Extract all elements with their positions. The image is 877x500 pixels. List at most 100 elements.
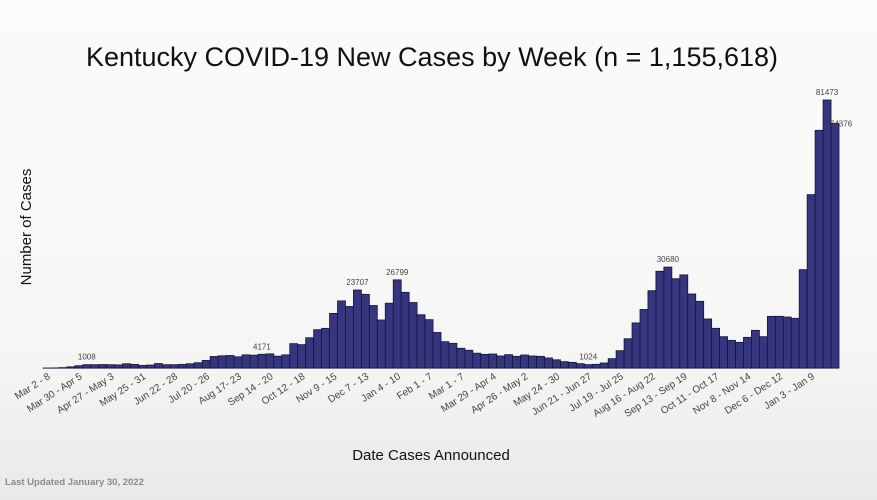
bar-week-74 — [631, 322, 641, 369]
bar-week-36 — [329, 312, 338, 369]
bar-week-68 — [583, 364, 593, 369]
bar-week-80 — [679, 274, 689, 369]
bar-week-18 — [185, 363, 195, 369]
bar-week-32 — [297, 344, 307, 369]
bar-week-69 — [591, 363, 601, 369]
bar-week-20 — [201, 360, 211, 369]
bar-week-75 — [639, 309, 649, 369]
bar-week-77 — [655, 270, 665, 369]
bar-week-26 — [249, 354, 259, 369]
bar-week-98 — [822, 99, 832, 369]
bar-week-9 — [114, 364, 123, 369]
bar-week-65 — [560, 361, 569, 369]
bar-week-63 — [544, 357, 553, 369]
bar-week-12 — [138, 364, 147, 369]
bar-week-43 — [384, 302, 394, 369]
bar-week-48 — [424, 319, 434, 369]
bar-week-3 — [66, 366, 76, 369]
bar-week-10 — [122, 363, 131, 369]
bar-week-25 — [241, 354, 251, 369]
bar-week-34 — [313, 329, 323, 369]
bar-week-35 — [321, 327, 330, 369]
data-label: 4171 — [253, 342, 271, 351]
bar-week-46 — [408, 302, 418, 369]
bar-week-57 — [496, 355, 506, 369]
bar-week-86 — [727, 339, 736, 369]
data-label: 26799 — [386, 268, 409, 277]
bar-week-92 — [774, 315, 784, 369]
bar-week-79 — [671, 278, 681, 369]
bar-week-29 — [273, 355, 283, 369]
bar-week-59 — [512, 355, 522, 369]
bar-week-14 — [154, 363, 163, 369]
bar-week-49 — [432, 332, 442, 369]
bar-week-6 — [90, 364, 100, 369]
bar-week-11 — [130, 363, 139, 369]
data-label: 30680 — [657, 255, 680, 264]
bar-week-72 — [615, 350, 625, 369]
bar-week-95 — [798, 269, 808, 369]
bar-week-52 — [456, 347, 466, 369]
bar-week-73 — [623, 338, 633, 369]
bar-week-89 — [751, 329, 760, 369]
bar-week-23 — [225, 355, 235, 369]
bar-week-40 — [360, 293, 370, 369]
bar-week-45 — [400, 291, 410, 369]
bar-week-28 — [265, 353, 275, 369]
bar-week-51 — [448, 342, 458, 369]
bar-week-83 — [703, 318, 713, 369]
chart-title: Kentucky COVID-19 New Cases by Week (n =… — [86, 42, 778, 72]
bar-week-39 — [353, 289, 362, 369]
data-label: 1008 — [78, 353, 96, 362]
data-label: 74376 — [830, 119, 853, 128]
bar-week-81 — [687, 293, 697, 369]
bar-week-33 — [305, 337, 315, 369]
bar-week-4 — [74, 365, 84, 369]
bar-week-54 — [472, 352, 482, 369]
bar-week-94 — [790, 317, 800, 369]
bar-week-71 — [607, 358, 617, 369]
bar-week-16 — [169, 364, 179, 369]
bar-week-17 — [177, 363, 187, 369]
bar-week-70 — [599, 362, 609, 369]
x-axis-title: Date Cases Announced — [352, 447, 510, 464]
bar-week-24 — [233, 356, 243, 369]
bar-week-67 — [575, 363, 585, 369]
bar-week-99 — [830, 122, 840, 369]
bar-week-97 — [814, 129, 824, 369]
bar-week-13 — [146, 364, 155, 369]
bar-week-50 — [440, 341, 450, 369]
bar-week-85 — [719, 336, 728, 369]
bar-week-55 — [480, 353, 490, 369]
bar-week-62 — [536, 355, 545, 369]
bar-week-58 — [504, 354, 514, 369]
bar-week-90 — [759, 336, 768, 369]
data-label: 81473 — [816, 88, 839, 97]
bars — [42, 99, 840, 369]
bar-week-37 — [337, 300, 346, 369]
y-axis-title: Number of Cases — [18, 169, 35, 286]
bar-week-19 — [193, 362, 203, 369]
bar-week-61 — [528, 355, 537, 369]
bar-week-41 — [368, 305, 378, 369]
bar-week-22 — [217, 355, 227, 369]
bar-week-21 — [209, 356, 219, 369]
bar-week-84 — [711, 327, 721, 369]
bar-week-8 — [106, 364, 116, 369]
data-label: 1024 — [579, 353, 597, 362]
bar-week-64 — [552, 359, 561, 369]
bar-week-78 — [663, 266, 673, 369]
bar-week-82 — [695, 300, 705, 369]
bar-week-93 — [782, 316, 792, 369]
bar-week-96 — [806, 194, 816, 369]
bar-week-87 — [735, 341, 744, 369]
data-labels: 1008 4171 23707 26799 1024 30680 81473 74376 — [78, 88, 853, 362]
bar-week-15 — [161, 364, 171, 369]
bar-week-47 — [416, 314, 426, 369]
data-label: 23707 — [346, 278, 369, 287]
bar-week-56 — [488, 353, 498, 369]
bar-week-31 — [289, 343, 299, 369]
bar-week-38 — [345, 306, 354, 369]
bar-week-5 — [82, 364, 92, 369]
